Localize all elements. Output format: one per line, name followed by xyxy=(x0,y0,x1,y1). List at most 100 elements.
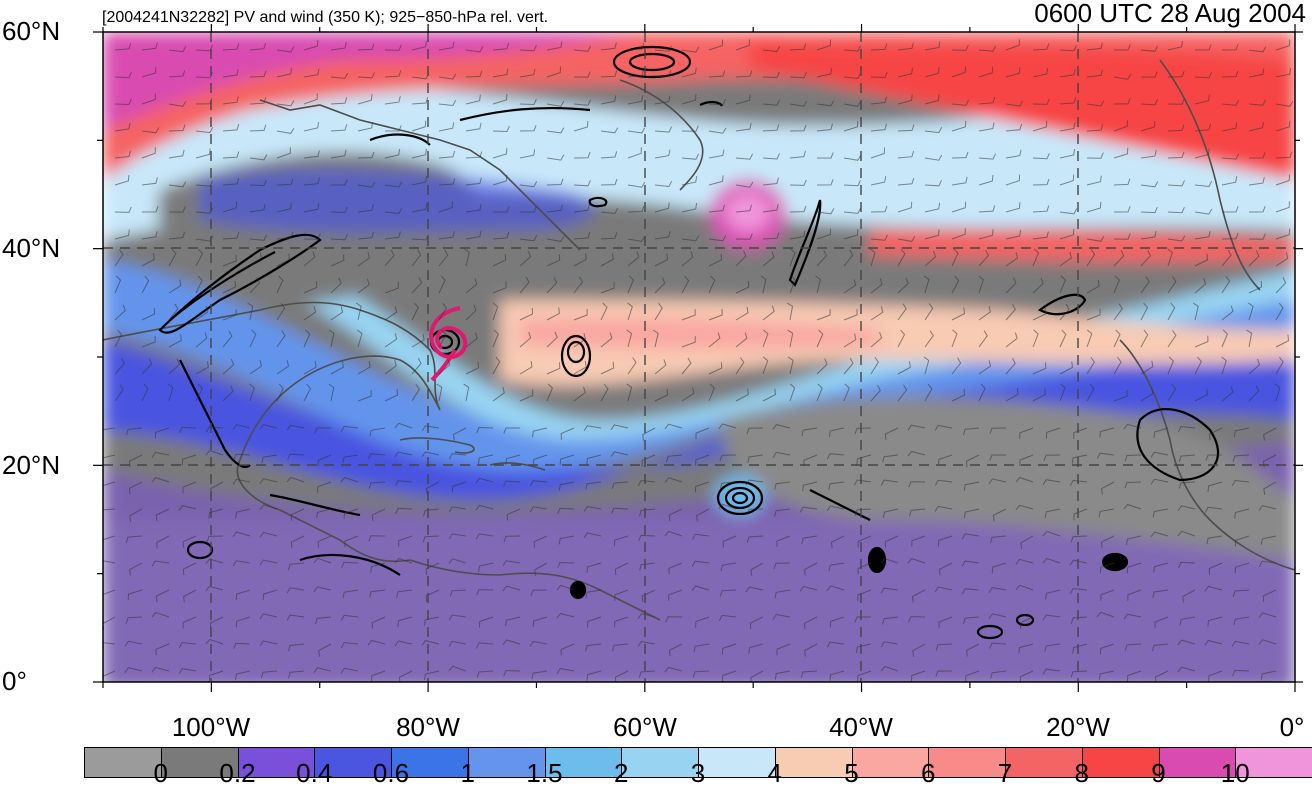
wind-barb xyxy=(249,234,268,241)
wind-barb xyxy=(168,303,179,321)
lon-label-20w: 20°W xyxy=(1046,712,1110,742)
wind-barb xyxy=(924,67,940,78)
wind-barb xyxy=(384,231,401,240)
wind-barb xyxy=(232,560,251,567)
wind-barb xyxy=(1221,44,1239,51)
wind-barb xyxy=(1275,302,1284,321)
wind-barb xyxy=(1248,121,1264,132)
colorbar-tick-label: 4 xyxy=(767,758,782,788)
wind-barb xyxy=(1208,670,1223,682)
wind-barb xyxy=(448,506,467,513)
wind-barb xyxy=(424,670,440,681)
wind-barb xyxy=(1005,39,1020,51)
wind-barb xyxy=(1032,120,1048,132)
wind-barb xyxy=(816,100,835,107)
wind-barbs xyxy=(103,39,1294,682)
wind-barb xyxy=(330,234,348,241)
wind-barb xyxy=(313,667,332,673)
wind-barb xyxy=(951,329,958,348)
wind-barb xyxy=(556,612,575,619)
wind-barb xyxy=(719,454,737,462)
wind-barb xyxy=(357,43,375,51)
wind-barb xyxy=(762,232,780,240)
wind-barb xyxy=(384,181,403,188)
wind-barb xyxy=(789,179,807,186)
wind-barb xyxy=(168,248,177,267)
wind-barb xyxy=(772,451,791,458)
wind-barb xyxy=(1086,124,1104,132)
wind-barb xyxy=(816,179,834,186)
wind-barb xyxy=(276,360,290,375)
wind-barb xyxy=(746,535,764,543)
wind-barb xyxy=(1140,71,1158,78)
wind-barb xyxy=(614,616,629,628)
wind-barb xyxy=(627,205,645,213)
wind-barb xyxy=(1113,178,1131,186)
wind-barb xyxy=(1072,643,1088,654)
wind-barb xyxy=(1015,584,1034,591)
wind-barb xyxy=(1127,670,1142,682)
wind-barb xyxy=(519,389,534,402)
wind-barb xyxy=(638,670,656,678)
wind-barb xyxy=(989,535,1007,544)
wind-barb xyxy=(1248,46,1267,53)
wind-barb xyxy=(1154,670,1169,682)
wind-barb xyxy=(384,96,401,105)
wind-barb xyxy=(503,480,521,487)
wind-barb xyxy=(600,95,617,105)
wind-barb xyxy=(394,480,413,487)
wind-barb xyxy=(681,336,696,348)
wind-barb xyxy=(762,305,775,321)
wind-barb xyxy=(425,589,440,602)
wind-barb xyxy=(397,616,413,627)
wind-barb xyxy=(856,454,872,465)
wind-barb xyxy=(168,124,186,132)
wind-barb xyxy=(627,275,634,294)
wind-barb xyxy=(963,508,980,518)
wind-barb xyxy=(114,275,122,294)
wind-barb xyxy=(1032,178,1050,186)
wind-barb xyxy=(774,481,791,490)
wind-barb xyxy=(233,642,251,649)
wind-barb xyxy=(318,643,332,657)
wind-barb xyxy=(829,616,845,628)
wind-barb xyxy=(1123,423,1142,430)
wind-barb xyxy=(600,42,617,51)
wind-barb xyxy=(1206,535,1223,545)
wind-barb xyxy=(235,670,251,681)
wind-barb xyxy=(368,535,386,542)
colorbar-swatch xyxy=(1236,748,1312,777)
wind-barb xyxy=(854,508,872,516)
colorbar-swatch xyxy=(392,748,469,777)
wind-barb xyxy=(962,427,980,436)
wind-barb xyxy=(168,279,182,294)
colorbar-swatch xyxy=(315,748,392,777)
wind-barb xyxy=(330,254,345,267)
wind-barb xyxy=(1167,180,1185,187)
wind-barb xyxy=(448,640,467,647)
wind-barb xyxy=(141,230,158,240)
wind-barb xyxy=(1167,98,1185,105)
wind-barb xyxy=(988,587,1007,594)
wind-barb xyxy=(1005,229,1022,240)
wind-barb xyxy=(1221,276,1231,294)
wind-barb xyxy=(691,585,710,592)
wind-barb xyxy=(668,508,683,522)
wind-barb xyxy=(247,302,254,321)
wind-barb xyxy=(127,589,143,601)
wind-barb xyxy=(411,277,423,294)
wind-barb xyxy=(708,70,726,78)
wind-barb xyxy=(519,307,534,321)
wind-barb xyxy=(558,481,575,491)
wind-barb xyxy=(465,361,480,375)
wind-barb xyxy=(448,453,467,460)
wind-barb xyxy=(1140,181,1159,188)
wind-barb xyxy=(533,535,548,548)
wind-barb xyxy=(1221,386,1234,402)
map-valid-time: 0600 UTC 28 Aug 2004 xyxy=(1034,0,1306,28)
wind-barb xyxy=(1032,248,1040,267)
wind-barb xyxy=(573,332,587,348)
wind-barb xyxy=(1248,99,1267,106)
wind-barb xyxy=(1059,303,1070,321)
colorbar-tick-label: 6 xyxy=(921,758,936,788)
